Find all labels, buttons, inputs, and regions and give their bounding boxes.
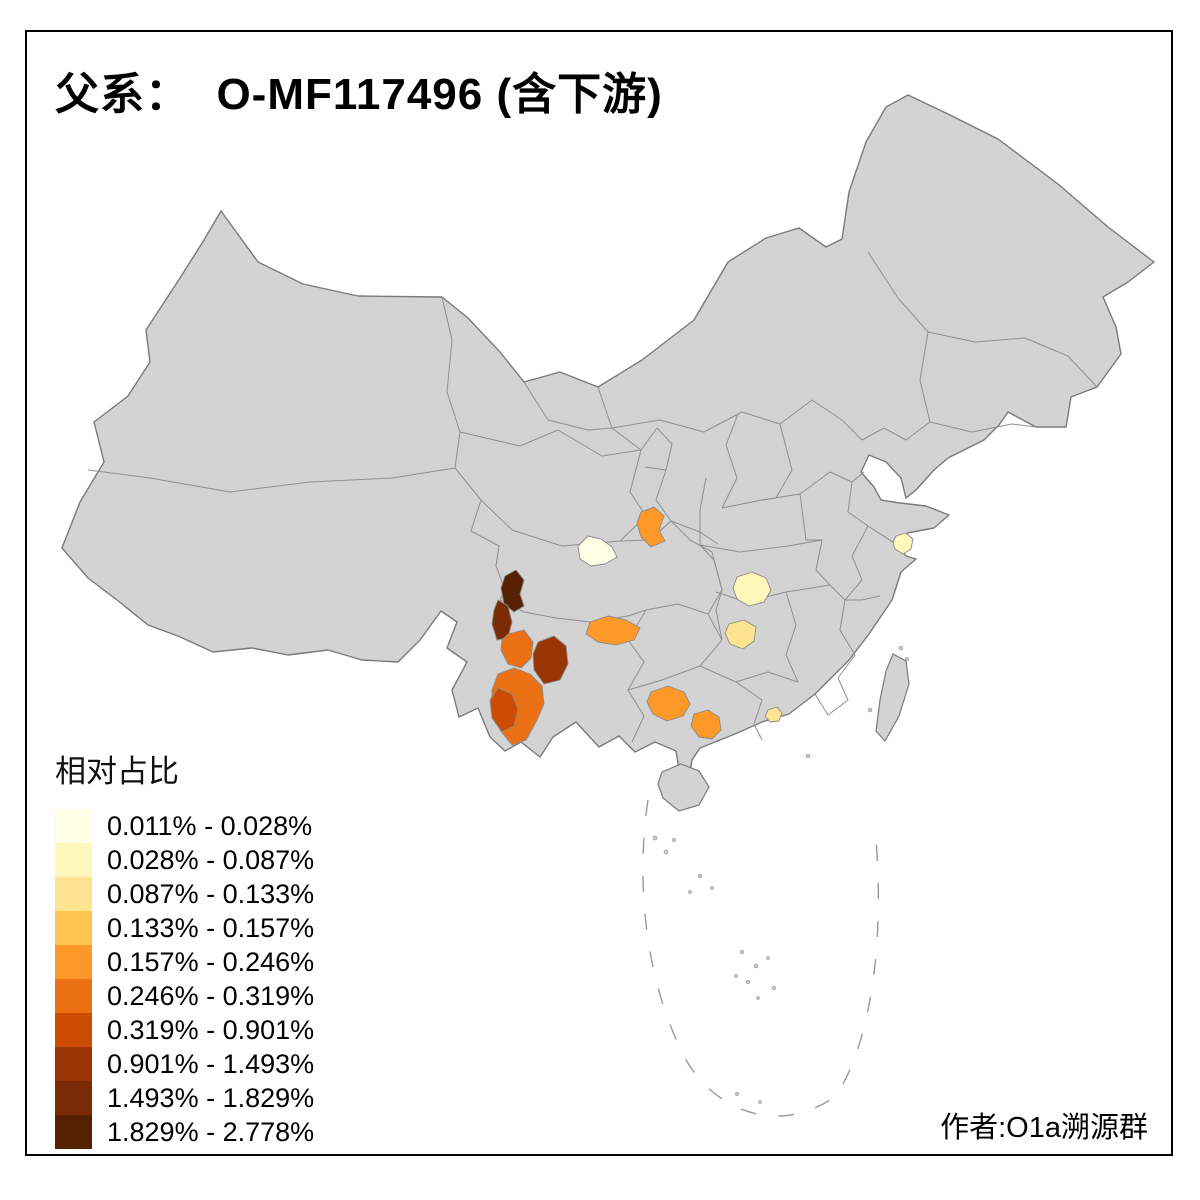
map-region bbox=[489, 687, 519, 733]
legend-row: 1.829% - 2.778% bbox=[55, 1115, 314, 1149]
attribution-text: 作者:O1a溯源群 bbox=[940, 1112, 1148, 1144]
legend-row: 1.493% - 1.829% bbox=[55, 1081, 314, 1115]
mainland-outline bbox=[61, 94, 1155, 773]
legend-label: 0.087% - 0.133% bbox=[107, 878, 315, 909]
legend-swatch bbox=[55, 1047, 92, 1081]
map-region bbox=[892, 532, 914, 555]
legend: 相对占比 0.011% - 0.028% 0.028% - 0.087% 0.0… bbox=[55, 746, 314, 1149]
legend-label: 0.319% - 0.901% bbox=[107, 1014, 315, 1045]
legend-label: 0.011% - 0.028% bbox=[107, 810, 313, 841]
hainan-island bbox=[657, 763, 710, 812]
legend-label: 0.157% - 0.246% bbox=[107, 946, 315, 977]
nine-dash-line bbox=[642, 799, 880, 1117]
legend-row: 0.901% - 1.493% bbox=[55, 1047, 314, 1081]
map-region bbox=[732, 571, 772, 607]
legend-row: 0.028% - 0.087% bbox=[55, 843, 314, 877]
legend-label: 1.829% - 2.778% bbox=[107, 1116, 315, 1147]
legend-swatch bbox=[55, 979, 92, 1013]
legend-swatch bbox=[55, 809, 92, 843]
choropleth-regions bbox=[489, 506, 914, 746]
legend-label: 0.133% - 0.157% bbox=[107, 912, 315, 943]
map-region bbox=[585, 615, 641, 646]
sea-islands bbox=[652, 645, 909, 1104]
legend-swatch bbox=[55, 1013, 92, 1047]
legend-row: 0.133% - 0.157% bbox=[55, 911, 314, 945]
legend-row: 0.087% - 0.133% bbox=[55, 877, 314, 911]
legend-label: 0.901% - 1.493% bbox=[107, 1048, 315, 1079]
province-borders bbox=[87, 251, 1098, 743]
legend-row: 0.246% - 0.319% bbox=[55, 979, 314, 1013]
map-region bbox=[636, 506, 666, 548]
map-title: 父系： O-MF117496 (含下游) bbox=[55, 70, 663, 119]
legend-label: 1.493% - 1.829% bbox=[107, 1082, 315, 1113]
legend-swatch bbox=[55, 945, 92, 979]
map-region bbox=[764, 706, 783, 723]
taiwan-island bbox=[875, 653, 910, 743]
plot-frame bbox=[25, 30, 1173, 1156]
legend-row: 0.319% - 0.901% bbox=[55, 1013, 314, 1047]
legend-swatch bbox=[55, 877, 92, 911]
legend-row: 0.157% - 0.246% bbox=[55, 945, 314, 979]
legend-title: 相对占比 bbox=[55, 754, 179, 789]
legend-swatch bbox=[55, 1115, 92, 1149]
legend-swatch bbox=[55, 843, 92, 877]
legend-swatch bbox=[55, 911, 92, 945]
map-region bbox=[532, 635, 569, 685]
legend-swatch bbox=[55, 1081, 92, 1115]
legend-label: 0.028% - 0.087% bbox=[107, 844, 315, 875]
map-region bbox=[646, 685, 691, 722]
legend-label: 0.246% - 0.319% bbox=[107, 980, 315, 1011]
legend-row: 0.011% - 0.028% bbox=[55, 809, 314, 843]
map-region bbox=[577, 535, 618, 567]
map-region bbox=[690, 709, 722, 740]
map-region bbox=[500, 569, 525, 613]
map-region bbox=[500, 629, 534, 669]
map-region bbox=[724, 619, 757, 650]
